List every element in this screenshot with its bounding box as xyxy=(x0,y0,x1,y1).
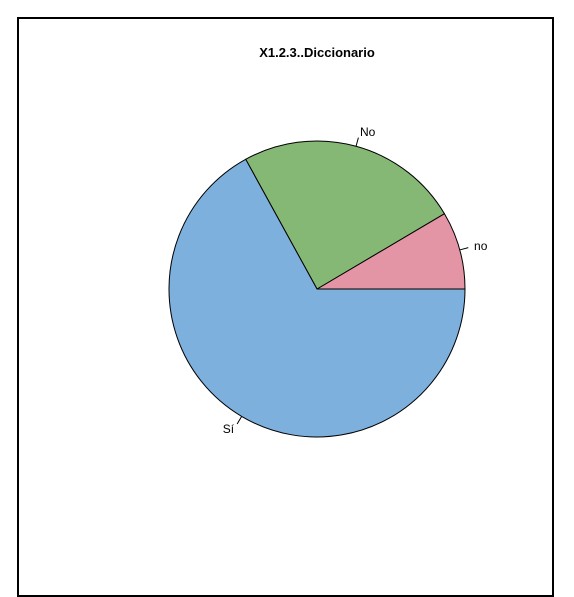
pie-slice-label: Sí xyxy=(223,422,235,436)
pie-label-tick xyxy=(236,416,243,425)
pie-slice xyxy=(245,140,446,290)
pie-chart: X1.2.3..Diccionario no No Sí xyxy=(168,45,488,438)
pie-slice-label: no xyxy=(474,239,488,253)
pie-slices xyxy=(168,140,466,438)
pie-labels: no No Sí xyxy=(223,125,488,436)
pie-label-tick xyxy=(459,247,469,251)
chart-title: X1.2.3..Diccionario xyxy=(259,45,375,60)
pie-label-tick xyxy=(355,137,359,147)
pie-slice-label: No xyxy=(360,125,376,139)
